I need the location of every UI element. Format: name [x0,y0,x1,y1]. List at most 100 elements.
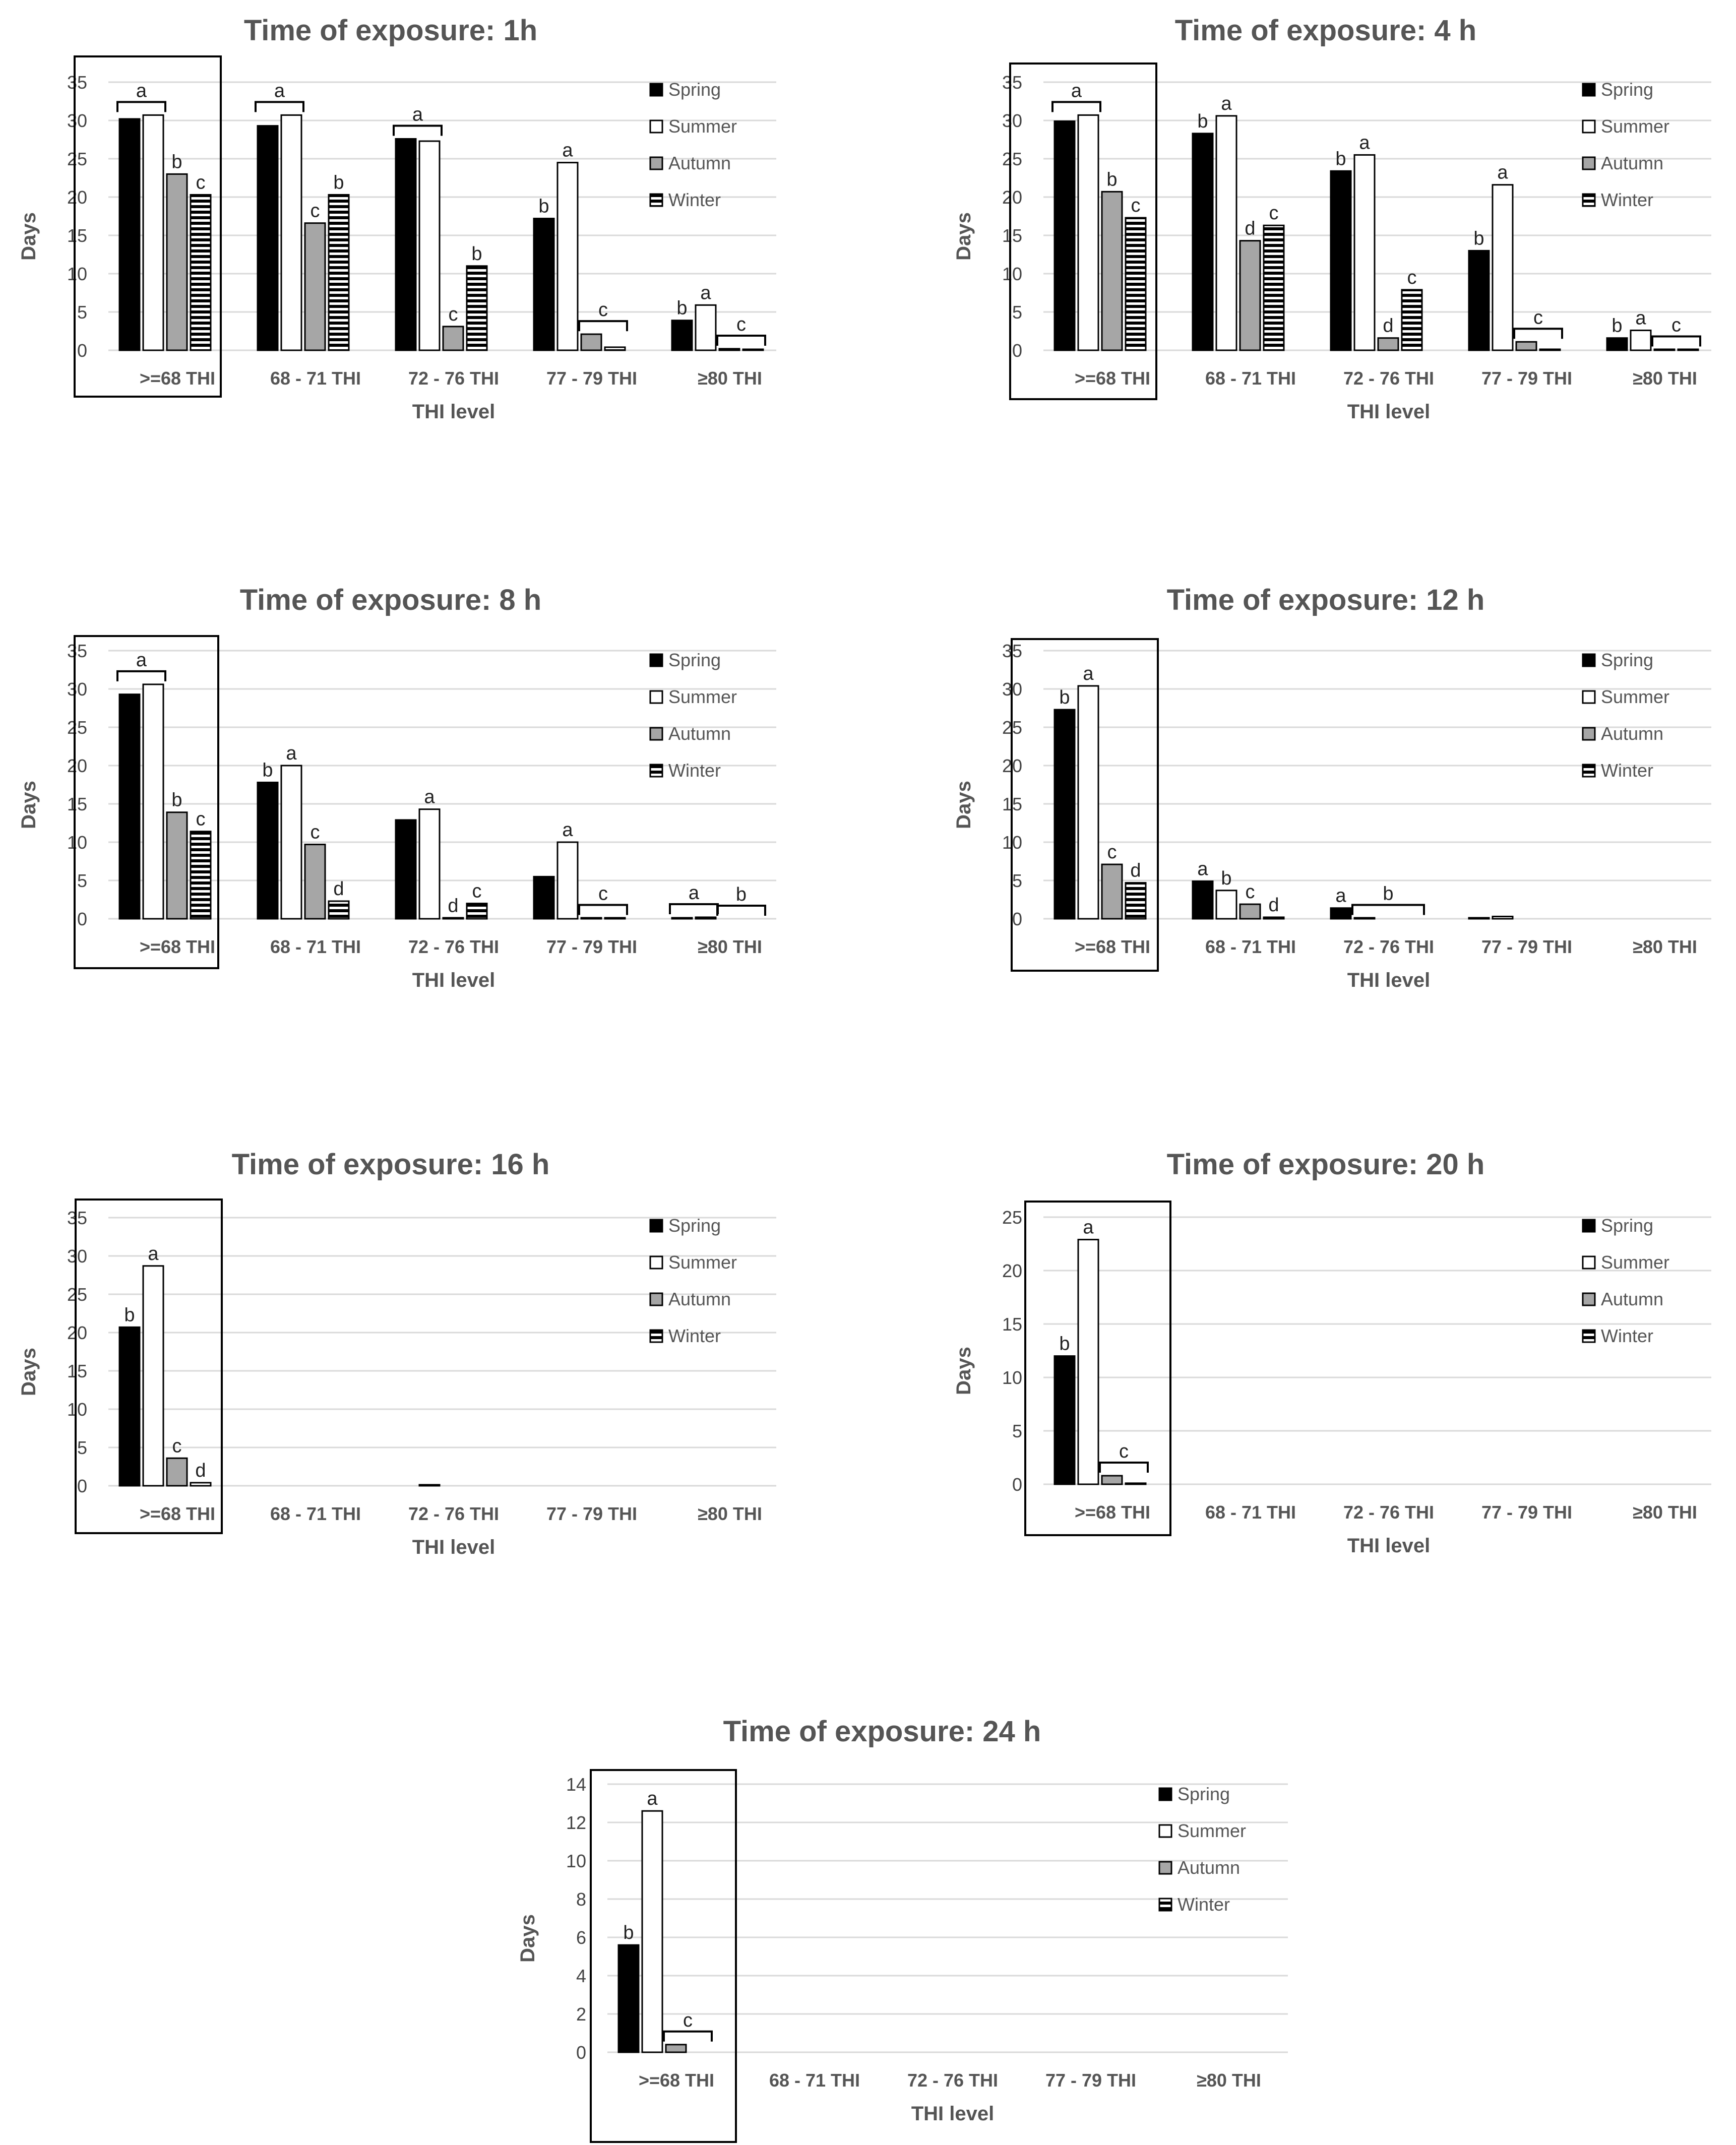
significance-letter: b [736,884,747,905]
legend-label-winter: Winter [668,760,721,781]
bar-winter [604,917,626,920]
bar-autumn [166,173,188,351]
y-tick-label: 35 [67,1208,87,1228]
chart-title: Time of exposure: 24 h [723,1715,1041,1748]
x-category-label: 72 - 76 THI [1343,1502,1434,1523]
legend-swatch-autumn [1582,156,1596,170]
significance-letter: a [136,650,147,671]
y-tick-label: 20 [67,1322,87,1343]
bar-winter [328,900,350,920]
significance-bracket [716,905,766,916]
bar-autumn [1101,1475,1123,1485]
y-tick-label: 2 [576,2004,586,2025]
y-tick-label: 25 [67,717,87,738]
bar-winter [1677,348,1699,351]
bar-summer [1353,154,1376,351]
x-category-label: ≥80 THI [1633,368,1697,389]
y-tick-label: 4 [576,1966,586,1986]
legend-label-winter: Winter [668,1326,721,1346]
legend-swatch-winter [1158,1898,1172,1912]
legend-label-spring: Spring [668,1215,721,1236]
x-axis-label: THI level [1347,1535,1431,1557]
significance-letter: b [1106,169,1117,190]
bar-winter [328,194,350,351]
bar-spring [1192,880,1214,920]
legend-label-autumn: Autumn [1601,153,1663,173]
y-tick-label: 5 [77,1437,87,1458]
x-category-label: 77 - 79 THI [546,1503,637,1524]
legend-swatch-summer [649,1255,663,1270]
bar-summer [695,304,717,351]
x-category-label: 72 - 76 THI [408,936,499,957]
chart-title: Time of exposure: 4 h [1175,14,1476,47]
bar-autumn [665,2044,687,2053]
legend-label-autumn: Autumn [668,1289,731,1309]
bar-winter [190,194,212,351]
chart-title: Time of exposure: 12 h [1167,584,1485,616]
bar-summer [142,1265,164,1487]
bar-spring [671,917,693,920]
significance-letter: a [1071,80,1082,101]
legend-label-autumn: Autumn [1601,723,1663,744]
significance-letter: d [448,895,458,916]
significance-letter: c [598,883,608,904]
bar-autumn [1239,240,1261,351]
significance-letter: d [1383,316,1393,337]
significance-letter: b [1473,228,1484,249]
y-tick-label: 14 [566,1774,586,1795]
y-tick-label: 15 [67,1361,87,1381]
legend-label-autumn: Autumn [1601,1289,1663,1309]
bar-spring [1192,133,1214,351]
chart-panel-5: Time of exposure: 16 h 0 5 10 15 20 25 30 35 Days… [18,1148,776,1558]
significance-letter: c [1671,314,1681,336]
x-category-label: ≥80 THI [1633,1502,1697,1523]
x-category-label: >=68 THI [1075,936,1150,957]
legend-swatch-winter [649,193,663,207]
bar-summer [1077,1239,1099,1485]
significance-letter: a [1335,886,1346,907]
bar-summer [1630,329,1652,351]
y-tick-label: 35 [1002,72,1022,93]
legend-swatch-winter [649,1329,663,1343]
chart-title: Time of exposure: 20 h [1167,1148,1485,1181]
y-tick-label: 35 [67,641,87,661]
bar-autumn [166,1457,188,1487]
y-axis-label: Days [517,1914,539,1963]
significance-letter: b [471,243,482,265]
legend-label-summer: Summer [668,1252,737,1273]
significance-letter: b [1059,687,1070,708]
highlight-box [74,55,222,398]
legend-label-autumn: Autumn [1177,1857,1240,1878]
legend-swatch-spring [1582,83,1596,97]
y-tick-label: 30 [67,110,87,131]
legend-swatch-spring [1582,653,1596,667]
y-tick-label: 15 [67,225,87,246]
bar-winter [466,903,488,920]
legend-swatch-autumn [1582,727,1596,741]
significance-letter: a [1497,162,1508,183]
significance-letter: b [1221,868,1231,889]
significance-letter: b [1059,1334,1070,1355]
bar-summer [1492,184,1514,351]
significance-letter: a [689,882,700,904]
legend-label-autumn: Autumn [668,153,731,173]
significance-letter: c [172,1435,182,1457]
x-category-label: 72 - 76 THI [1343,368,1434,389]
significance-letter: c [1533,307,1543,328]
bar-spring [1330,170,1352,351]
bar-summer [1215,115,1237,351]
chart-panel-3: Time of exposure: 8 h 0 5 10 15 20 25 30 35 Days T… [18,584,776,991]
significance-letter: a [1083,663,1094,684]
chart-title: Time of exposure: 16 h [232,1148,550,1181]
x-axis-label: THI level [1347,401,1431,423]
bar-summer [641,1810,663,2053]
significance-letter: a [1221,93,1232,114]
significance-letter: c [196,172,206,193]
bar-spring [1053,709,1076,920]
legend-swatch-winter [1582,193,1596,207]
bar-spring [1606,337,1628,351]
significance-letter: c [736,314,746,335]
legend-label-winter: Winter [1601,190,1653,210]
y-tick-label: 30 [67,679,87,700]
